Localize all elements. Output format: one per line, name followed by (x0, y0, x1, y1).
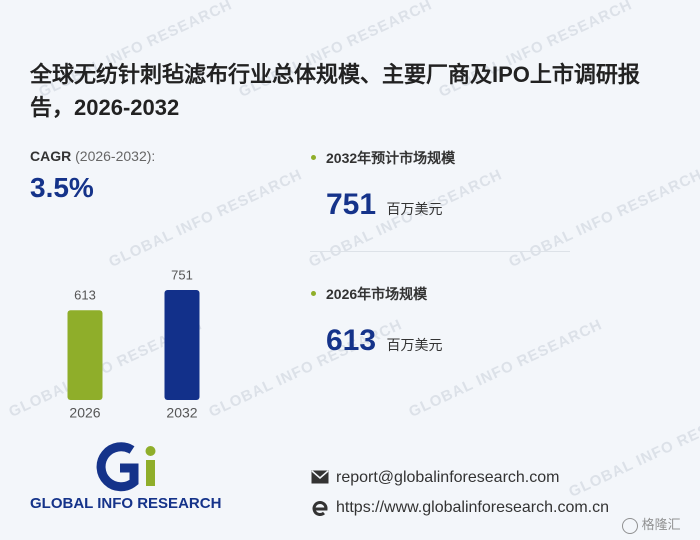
website: https://www.globalinforesearch.com.cn (336, 499, 610, 516)
bar (67, 310, 103, 400)
email-icon (311, 470, 329, 484)
x-tick-label: 2026 (69, 405, 100, 421)
cagr-heading: CAGR (2026-2032): (30, 148, 155, 164)
stat-label: 2032年预计市场规模 (326, 150, 456, 166)
stat-value: 613 (326, 324, 377, 357)
stat-unit: 百万美元 (386, 201, 443, 217)
stat: 751 百万美元 (326, 188, 443, 222)
stat-label: 2026年市场规模 (326, 286, 428, 302)
cagr-value: 3.5% (30, 172, 94, 203)
stat-unit: 百万美元 (386, 337, 443, 353)
cagr-period: (2026-2032): (75, 148, 156, 164)
chart: 613 2026 751 2032 (67, 267, 200, 421)
watermark: GLOBAL INFO RESEARCH (566, 396, 700, 501)
divider (310, 251, 570, 252)
value-label: 613 (74, 288, 96, 303)
stat-value: 751 (326, 188, 377, 221)
corner-badge: 格隆汇 (622, 514, 681, 534)
x-tick-label: 2032 (166, 405, 197, 421)
email: report@globalinforesearch.com (336, 469, 560, 486)
watermark: GLOBAL INFO RESEARCH (506, 166, 700, 271)
bullet (311, 291, 316, 296)
logo-name: GLOBAL INFO RESEARCH (30, 495, 222, 512)
stat: 613 百万美元 (326, 324, 443, 358)
web-icon (312, 501, 328, 516)
title: 全球无纺针刺毡滤布行业总体规模、主要厂商及IPO上市调研报告，2026-2032 (30, 62, 640, 120)
bar (164, 290, 200, 400)
value-label: 751 (171, 267, 193, 282)
corner-badge-text: 格隆汇 (641, 517, 681, 532)
logo-mark (96, 442, 156, 492)
bullet (311, 155, 316, 160)
cagr-label: CAGR (30, 148, 72, 164)
